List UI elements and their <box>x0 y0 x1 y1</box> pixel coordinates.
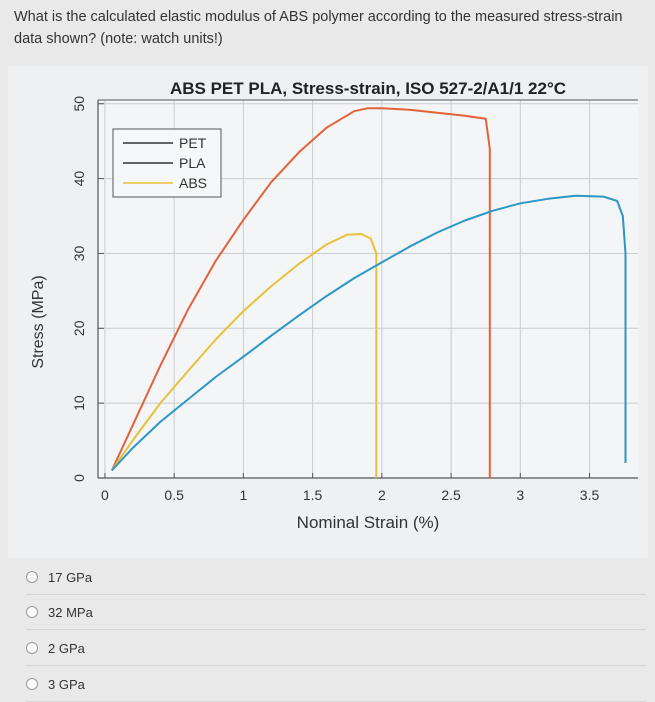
axes: 0 0.5 1 1.5 2 2.5 3 3.5 0 10 20 30 40 50 <box>71 96 638 503</box>
x-tick-label: 1.5 <box>303 487 323 503</box>
x-tick-label: 3.5 <box>580 487 600 503</box>
radio-icon[interactable] <box>26 642 38 654</box>
y-tick-label: 10 <box>71 395 87 411</box>
y-tick-label: 30 <box>71 245 87 261</box>
stress-strain-chart: 0 0.5 1 1.5 2 2.5 3 3.5 0 10 20 30 40 50 PET PLA ABS AB… <box>8 66 648 558</box>
y-tick-label: 0 <box>71 474 87 482</box>
option-32-mpa[interactable]: 32 MPa <box>26 595 646 630</box>
x-tick-label: 2 <box>378 487 386 503</box>
x-axis-label: Nominal Strain (%) <box>297 513 440 532</box>
option-label: 32 MPa <box>48 604 93 620</box>
question-text: What is the calculated elastic modulus o… <box>14 9 623 47</box>
option-17-gpa[interactable]: 17 GPa <box>26 560 646 595</box>
chart-title: ABS PET PLA, Stress-strain, ISO 527-2/A1… <box>170 79 566 98</box>
option-label: 2 GPa <box>48 640 85 656</box>
y-tick-label: 40 <box>71 171 87 187</box>
radio-icon[interactable] <box>26 678 38 690</box>
chart-svg: 0 0.5 1 1.5 2 2.5 3 3.5 0 10 20 30 40 50 PET PLA ABS AB… <box>30 79 638 532</box>
series-layer <box>110 107 627 478</box>
y-tick-label: 20 <box>71 320 87 336</box>
y-axis-label: Stress (MPa) <box>30 275 47 368</box>
x-tick-label: 1 <box>239 487 247 503</box>
option-label: 17 GPa <box>48 569 93 585</box>
option-label: 3 GPa <box>48 676 85 692</box>
legend-label-pla: PLA <box>179 155 206 171</box>
option-3-gpa[interactable]: 3 GPa <box>26 667 646 702</box>
x-tick-label: 2.5 <box>441 487 461 503</box>
y-tick-label: 50 <box>71 96 87 112</box>
radio-icon[interactable] <box>26 606 38 618</box>
legend-label-pet: PET <box>179 135 207 151</box>
series-line-pet <box>110 107 491 478</box>
x-tick-label: 0.5 <box>164 487 184 503</box>
x-tick-label: 3 <box>516 487 524 503</box>
x-tick-label: 0 <box>101 487 109 503</box>
option-2-gpa[interactable]: 2 GPa <box>26 631 646 666</box>
legend-label-abs: ABS <box>179 175 207 191</box>
radio-icon[interactable] <box>26 571 38 583</box>
series-line-abs <box>111 194 627 472</box>
series-line-pla <box>110 233 378 478</box>
legend: PET PLA ABS <box>112 128 222 198</box>
